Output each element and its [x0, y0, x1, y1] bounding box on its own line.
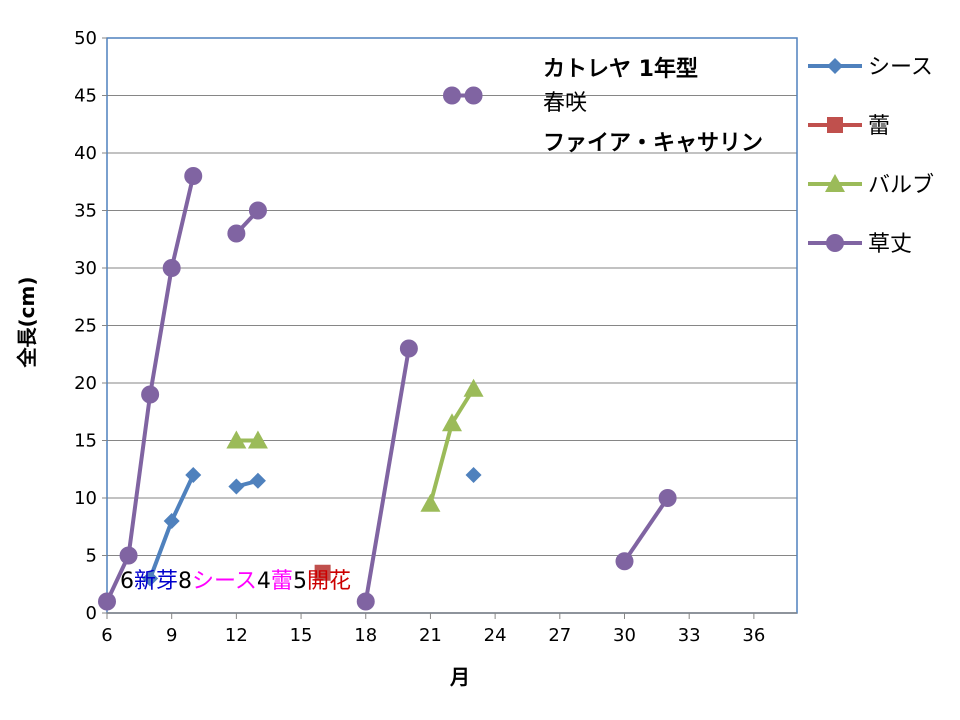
data-point — [249, 472, 266, 489]
annotation-line-1: カトレヤ 1年型 — [543, 56, 698, 82]
data-point — [247, 430, 268, 449]
data-point — [248, 201, 267, 220]
y-tick-label: 40 — [74, 143, 97, 164]
x-axis-title: 月 — [449, 665, 470, 689]
data-point — [141, 385, 160, 404]
data-point — [142, 570, 159, 587]
stage-name: シース — [192, 569, 257, 594]
x-axis-ticks: 6 9 12 15 18 21 24 27 30 33 36 — [101, 612, 797, 646]
x-tick-label: 15 — [290, 625, 313, 646]
x-tick-label: 21 — [419, 625, 442, 646]
series-diamond — [142, 467, 482, 587]
series-square — [314, 564, 331, 581]
legend-label: シース — [868, 55, 933, 80]
y-tick-label: 5 — [86, 546, 97, 567]
series-layer — [98, 86, 677, 611]
legend-marker — [825, 174, 845, 192]
legend-item: シース — [808, 55, 933, 80]
x-tick-label: 24 — [484, 625, 507, 646]
stage-labels: 6新芽8シース4蕾5開花 — [120, 569, 351, 594]
x-tick-label: 9 — [166, 625, 177, 646]
data-point — [226, 430, 247, 449]
stage-number: 8 — [178, 569, 192, 594]
legend-marker — [827, 58, 843, 74]
x-tick-label: 30 — [613, 625, 636, 646]
y-tick-label: 25 — [74, 316, 97, 337]
y-tick-label: 0 — [86, 603, 97, 624]
data-point — [442, 413, 462, 432]
annotation-line-2: 春咲 — [543, 91, 587, 116]
data-point — [465, 467, 482, 483]
x-tick-label: 6 — [101, 625, 112, 646]
series-line — [622, 496, 670, 563]
data-point — [658, 489, 677, 507]
data-point — [162, 259, 181, 277]
legend-item: 蕾 — [808, 114, 890, 139]
stage-number: 5 — [293, 569, 307, 594]
series-line — [363, 348, 411, 602]
y-tick-label: 20 — [74, 373, 97, 394]
stage-name: 新芽 — [134, 569, 178, 594]
x-tick-label: 12 — [225, 625, 248, 646]
y-tick-label: 15 — [74, 431, 97, 452]
stage-name: 開花 — [307, 569, 351, 594]
x-tick-label: 18 — [354, 625, 377, 646]
legend-label: 蕾 — [868, 114, 890, 139]
y-axis-ticks: 0 5 10 15 20 25 30 35 40 45 50 — [74, 28, 107, 624]
data-point — [615, 552, 634, 571]
data-point — [314, 564, 331, 581]
y-tick-label: 35 — [74, 201, 97, 222]
series-triangle — [226, 378, 484, 512]
y-axis-title: 全長(cm) — [15, 277, 39, 369]
chart-annotation: カトレヤ 1年型 春咲 ファイア・キャサリン — [543, 56, 763, 156]
data-point — [464, 86, 483, 105]
data-point — [443, 86, 461, 105]
data-point — [399, 339, 418, 358]
data-point — [227, 224, 246, 243]
series-circle — [98, 86, 677, 611]
data-point — [463, 378, 484, 397]
data-point — [185, 467, 202, 483]
data-point — [163, 513, 180, 529]
x-tick-label: 27 — [548, 625, 571, 646]
annotation-line-3: ファイア・キャサリン — [543, 131, 763, 156]
x-tick-label: 36 — [742, 625, 765, 646]
legend-item: 草丈 — [808, 232, 912, 257]
data-point — [98, 592, 116, 611]
x-tick-label: 33 — [678, 625, 701, 646]
legend-item: バルブ — [808, 173, 934, 198]
data-point — [228, 478, 245, 495]
y-tick-label: 10 — [74, 488, 97, 509]
gridlines — [107, 37, 797, 556]
legend-label: 草丈 — [868, 232, 912, 257]
legend-marker — [826, 234, 844, 252]
y-tick-label: 45 — [74, 86, 97, 107]
series-line — [428, 387, 476, 505]
stage-number: 4 — [257, 569, 271, 594]
legend-label: バルブ — [868, 173, 934, 198]
data-point — [119, 546, 138, 565]
legend-marker — [827, 117, 843, 133]
data-point — [420, 493, 441, 512]
stage-number: 6 — [120, 569, 134, 594]
data-point — [184, 167, 203, 185]
data-point — [356, 592, 375, 611]
y-tick-label: 30 — [74, 258, 97, 279]
stage-name: 蕾 — [271, 569, 293, 594]
y-tick-label: 50 — [74, 28, 97, 49]
